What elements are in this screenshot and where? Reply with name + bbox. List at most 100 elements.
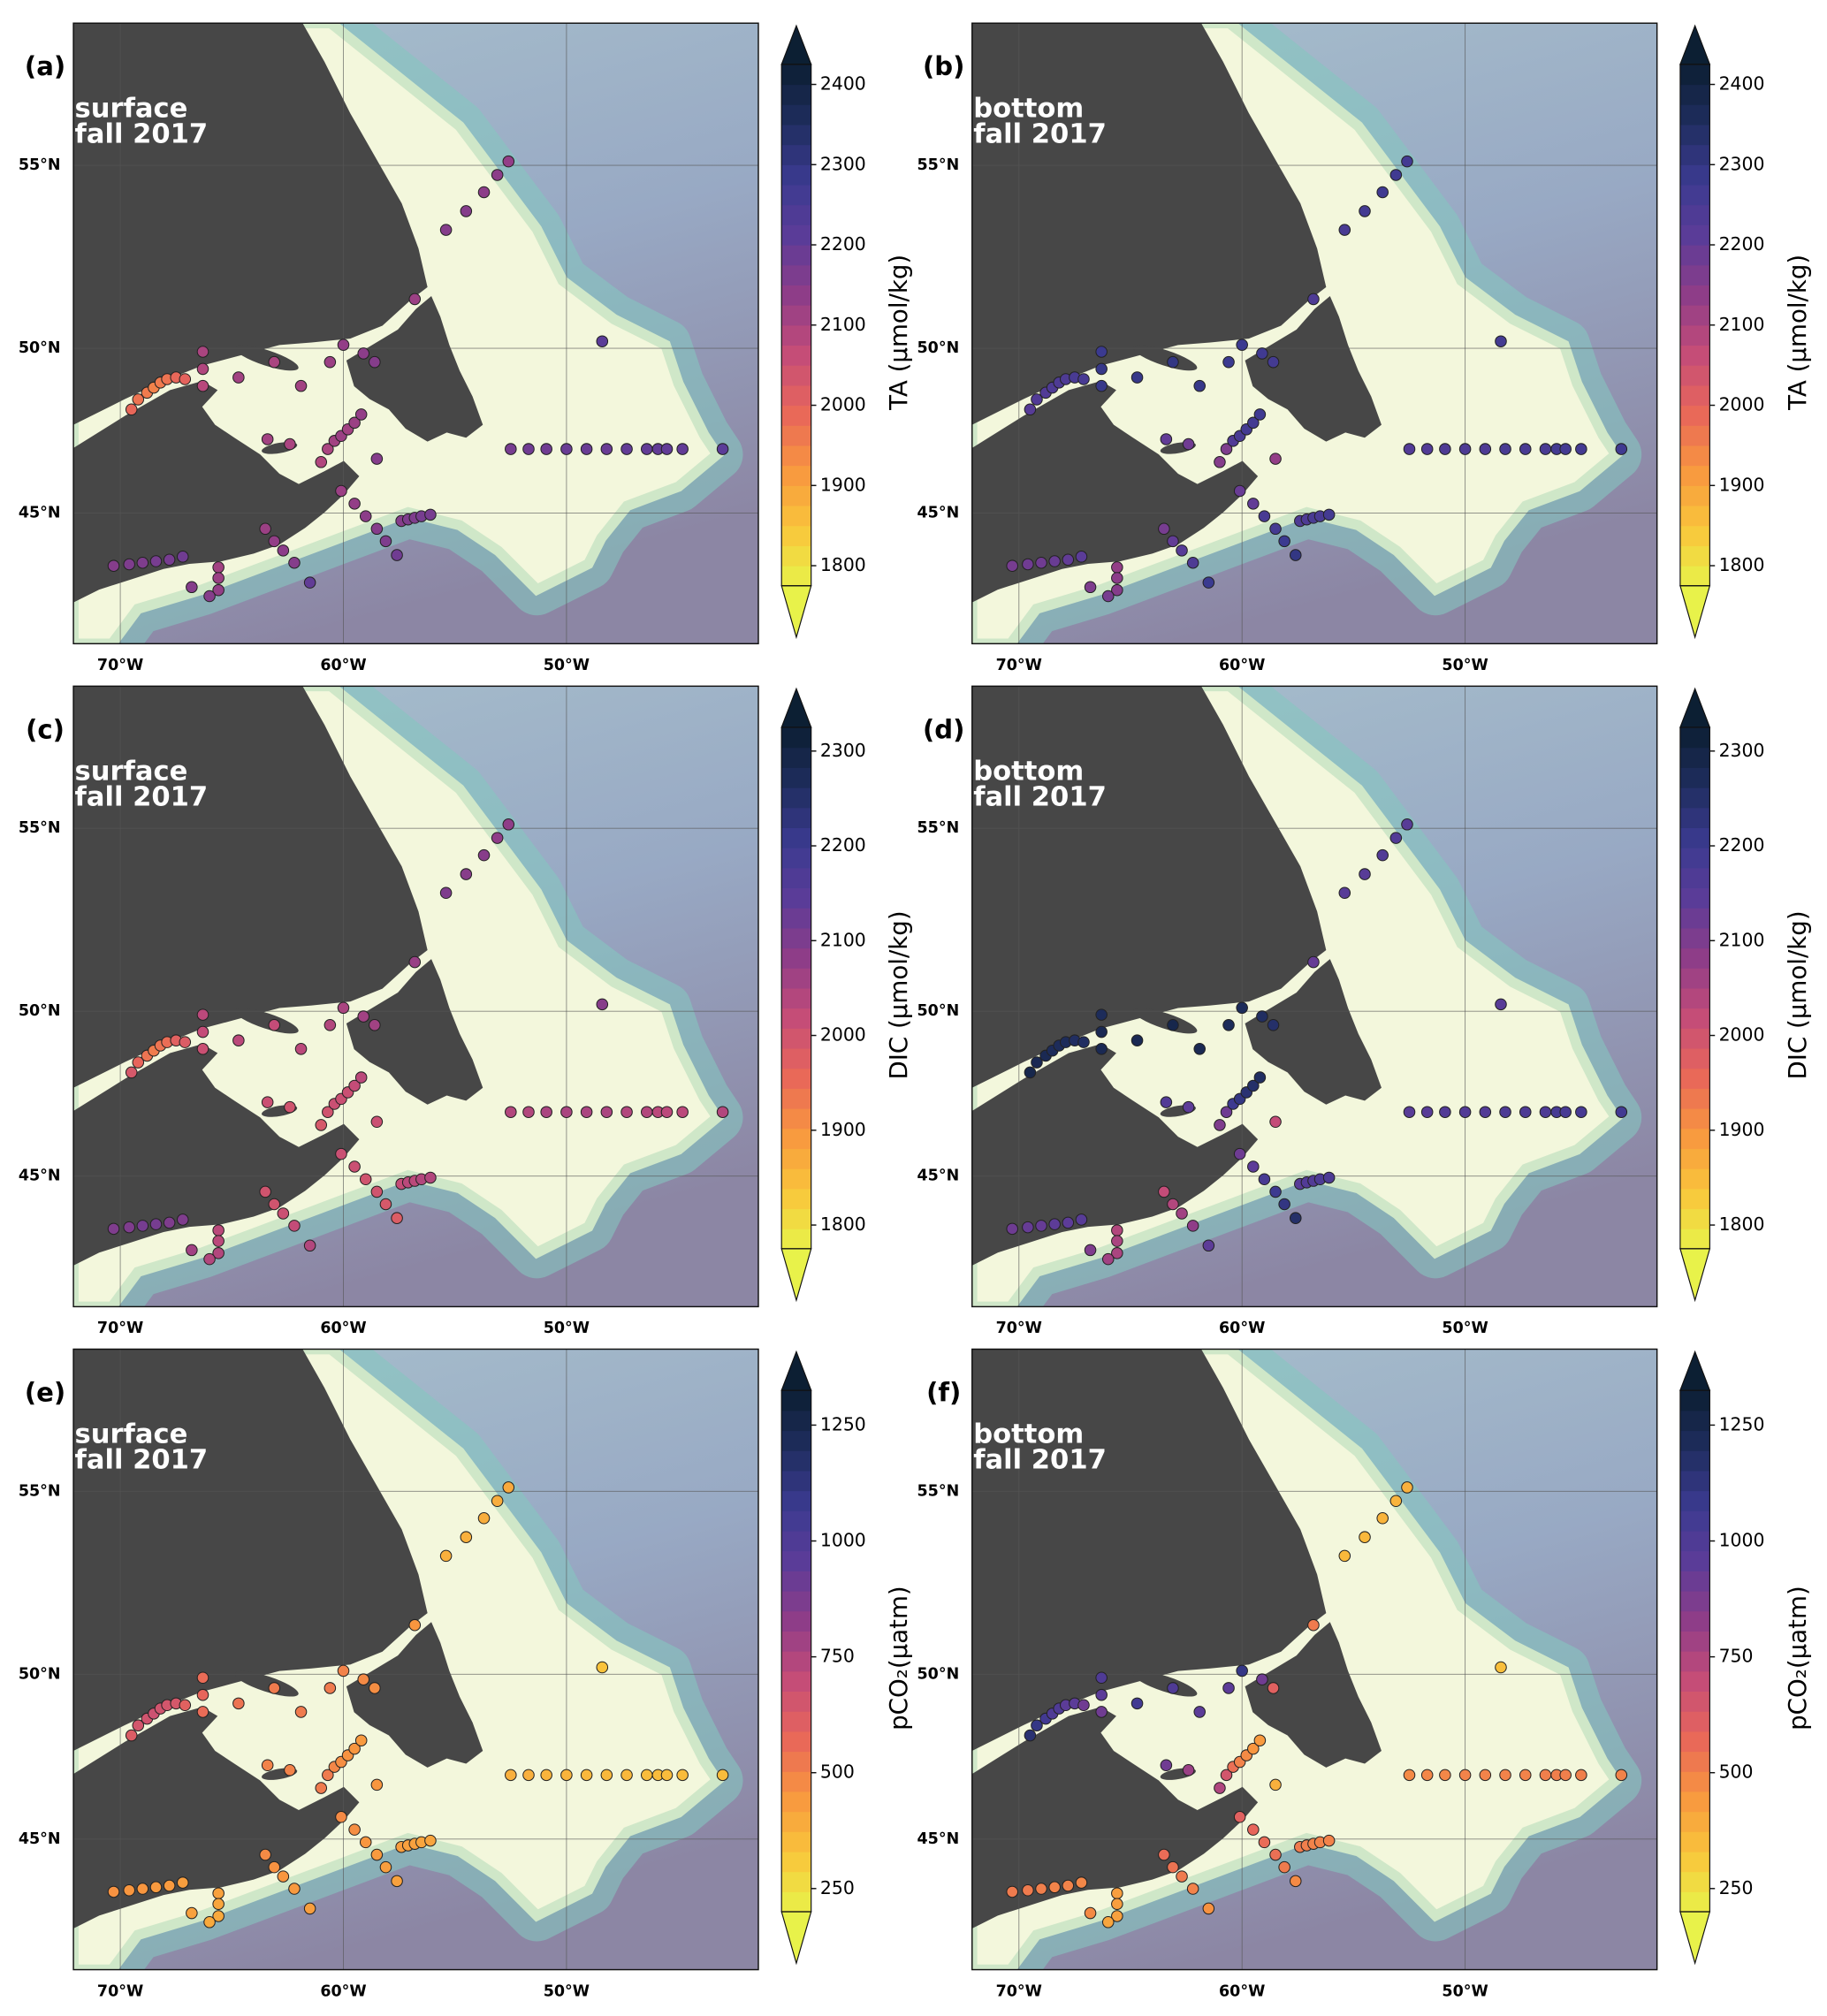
station-point — [1322, 1834, 1336, 1847]
station-point — [1031, 1719, 1043, 1731]
station-point — [136, 1220, 149, 1232]
station-point — [123, 1883, 135, 1897]
station-point — [261, 1096, 274, 1108]
colorbar-tick-label: 2300 — [820, 740, 866, 761]
station-point — [203, 1916, 216, 1929]
station-point — [560, 1769, 573, 1782]
station-point — [1499, 443, 1511, 455]
x-tick-label: 60°W — [320, 657, 366, 674]
colorbar-band — [1679, 124, 1710, 146]
station-point — [303, 1239, 316, 1252]
station-point — [502, 155, 515, 168]
colorbar-band — [1679, 285, 1710, 306]
colorbar-band — [781, 1651, 811, 1672]
station-point — [1289, 1212, 1302, 1224]
station-point — [268, 1860, 281, 1874]
station-point — [125, 1066, 138, 1079]
station-point — [1307, 293, 1320, 306]
station-point — [1101, 1252, 1115, 1266]
season-label: fall 2017 — [973, 118, 1107, 149]
colorbar-band — [781, 908, 811, 929]
y-tick-label: 50°N — [19, 1002, 61, 1020]
station-point — [369, 1019, 381, 1031]
station-point — [1247, 1823, 1260, 1836]
station-point — [186, 581, 198, 594]
colorbar-band — [1679, 485, 1710, 506]
station-point — [370, 1848, 384, 1861]
station-point — [1111, 1247, 1123, 1259]
station-point — [196, 362, 209, 376]
station-point — [359, 1836, 372, 1849]
station-point — [1253, 408, 1267, 421]
station-point — [1214, 1119, 1226, 1131]
colorbar-band — [781, 1430, 811, 1451]
station-point — [1186, 1220, 1199, 1232]
station-point — [1479, 1106, 1492, 1118]
station-point — [1084, 581, 1097, 594]
station-point — [1176, 544, 1188, 557]
station-point — [1031, 393, 1043, 406]
station-point — [676, 1106, 689, 1118]
colorbar-band — [781, 285, 811, 306]
colorbar-band — [781, 1168, 811, 1190]
colorbar-band — [1679, 1791, 1710, 1813]
colorbar-band — [1679, 1168, 1710, 1190]
colorbar-tick-label: 1000 — [1719, 1530, 1765, 1551]
station-point — [335, 484, 347, 498]
station-point — [1269, 522, 1282, 536]
x-tick-label: 70°W — [97, 657, 143, 674]
y-tick-label: 55°N — [19, 819, 61, 837]
station-point — [1575, 1769, 1587, 1782]
station-point — [1338, 224, 1351, 236]
station-point — [1062, 1216, 1075, 1229]
station-point — [1160, 433, 1173, 445]
colorbar-band — [781, 1631, 811, 1652]
station-point — [1458, 443, 1472, 455]
colorbar-band — [781, 787, 811, 809]
station-point — [1439, 1106, 1451, 1118]
colorbar-band — [1679, 1510, 1710, 1532]
colorbar-band — [781, 1550, 811, 1571]
station-point — [132, 1719, 145, 1731]
station-point — [1031, 1056, 1043, 1069]
station-point — [620, 1106, 633, 1118]
station-point — [132, 393, 145, 406]
station-point — [212, 1224, 225, 1236]
station-point — [196, 379, 209, 392]
colorbar-tick-label: 1800 — [820, 554, 866, 575]
station-point — [379, 1198, 392, 1211]
colorbar-label: pCO₂(µatm) — [1783, 1586, 1812, 1731]
station-point — [716, 1769, 729, 1782]
colorbar-band — [781, 384, 811, 407]
colorbar-band — [1679, 767, 1710, 788]
station-point — [123, 558, 135, 571]
colorbar-label: DIC (µmol/kg) — [884, 910, 913, 1079]
colorbar-tick-label: 2300 — [820, 153, 866, 174]
colorbar-tick-label: 2200 — [820, 834, 866, 856]
season-label: fall 2017 — [75, 118, 209, 149]
station-point — [176, 1213, 189, 1226]
x-tick-label: 60°W — [320, 1320, 366, 1337]
station-point — [1359, 868, 1371, 880]
station-point — [212, 1898, 225, 1911]
colorbar-band — [781, 345, 811, 366]
station-point — [600, 443, 613, 455]
depth-label: surface — [75, 93, 188, 124]
station-point — [460, 205, 473, 217]
station-point — [335, 1147, 347, 1160]
colorbar-band — [781, 1670, 811, 1693]
season-label: fall 2017 — [973, 782, 1107, 813]
station-point — [1403, 1106, 1416, 1118]
station-point — [337, 339, 350, 351]
station-point — [163, 1879, 176, 1892]
station-point — [477, 186, 491, 199]
depth-label: bottom — [973, 756, 1084, 787]
station-point — [324, 355, 337, 369]
station-point — [1289, 549, 1302, 561]
station-point — [1095, 1008, 1108, 1021]
station-point — [676, 443, 689, 455]
colorbar-band — [1679, 1008, 1710, 1029]
depth-label: surface — [75, 1419, 188, 1450]
station-point — [212, 561, 225, 574]
panel-label: (a) — [25, 51, 65, 81]
